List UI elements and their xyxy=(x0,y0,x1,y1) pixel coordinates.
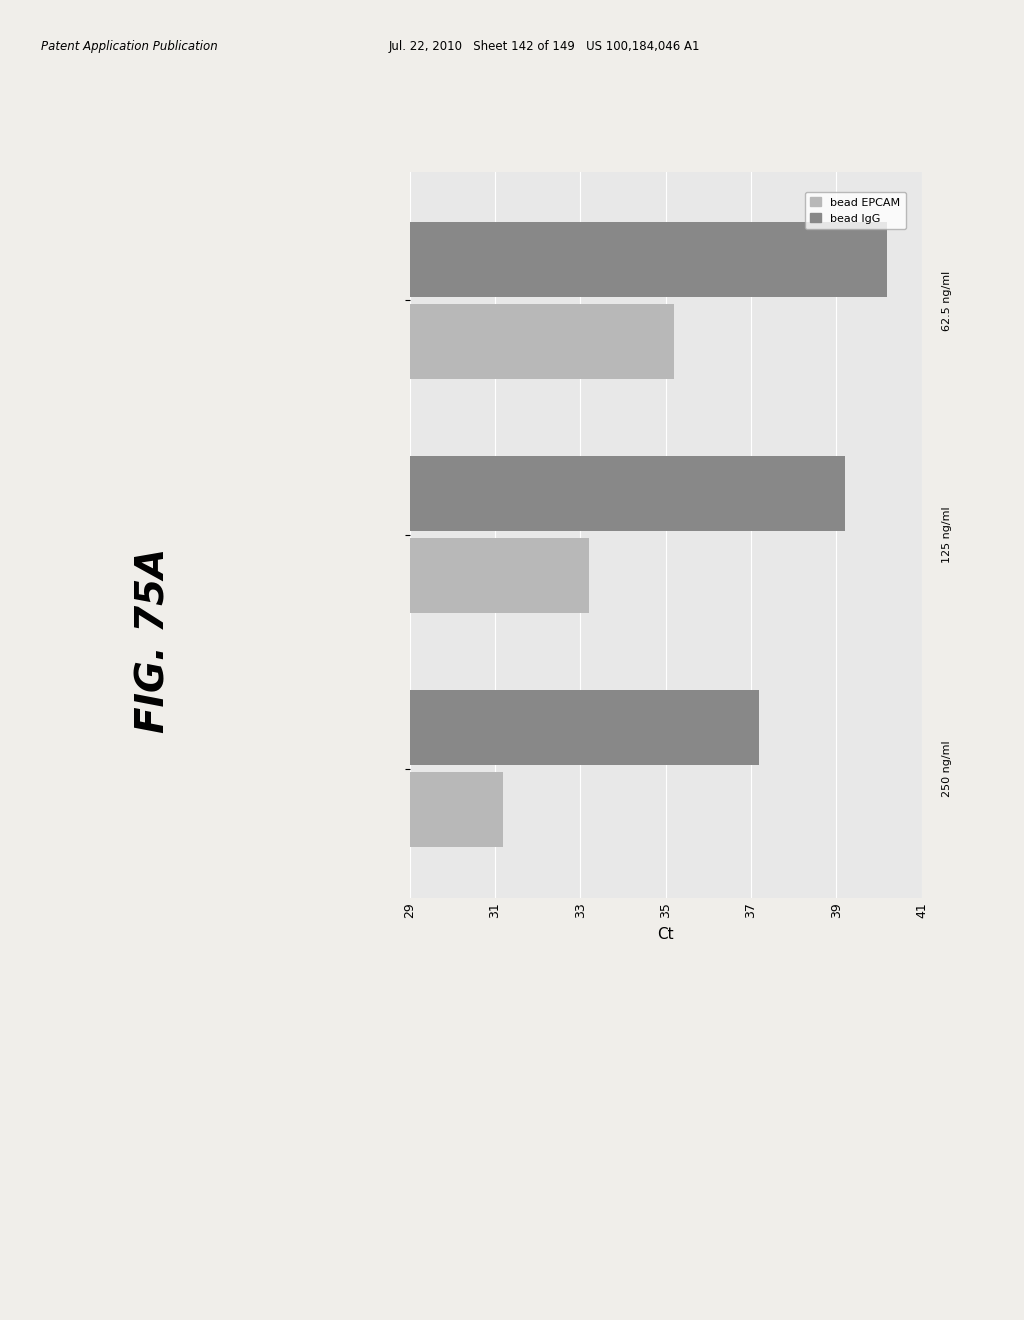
Bar xyxy=(410,539,589,612)
Text: Jul. 22, 2010   Sheet 142 of 149   US 100,184,046 A1: Jul. 22, 2010 Sheet 142 of 149 US 100,18… xyxy=(389,40,700,53)
Legend: bead EPCAM, bead IgG: bead EPCAM, bead IgG xyxy=(805,191,906,230)
Text: FIG. 75A: FIG. 75A xyxy=(134,548,173,733)
X-axis label: Ct: Ct xyxy=(657,927,674,941)
Bar xyxy=(410,457,845,531)
Bar xyxy=(410,690,760,766)
Bar xyxy=(410,222,888,297)
Bar xyxy=(410,304,674,379)
Text: Patent Application Publication: Patent Application Publication xyxy=(41,40,218,53)
Bar xyxy=(410,772,504,847)
